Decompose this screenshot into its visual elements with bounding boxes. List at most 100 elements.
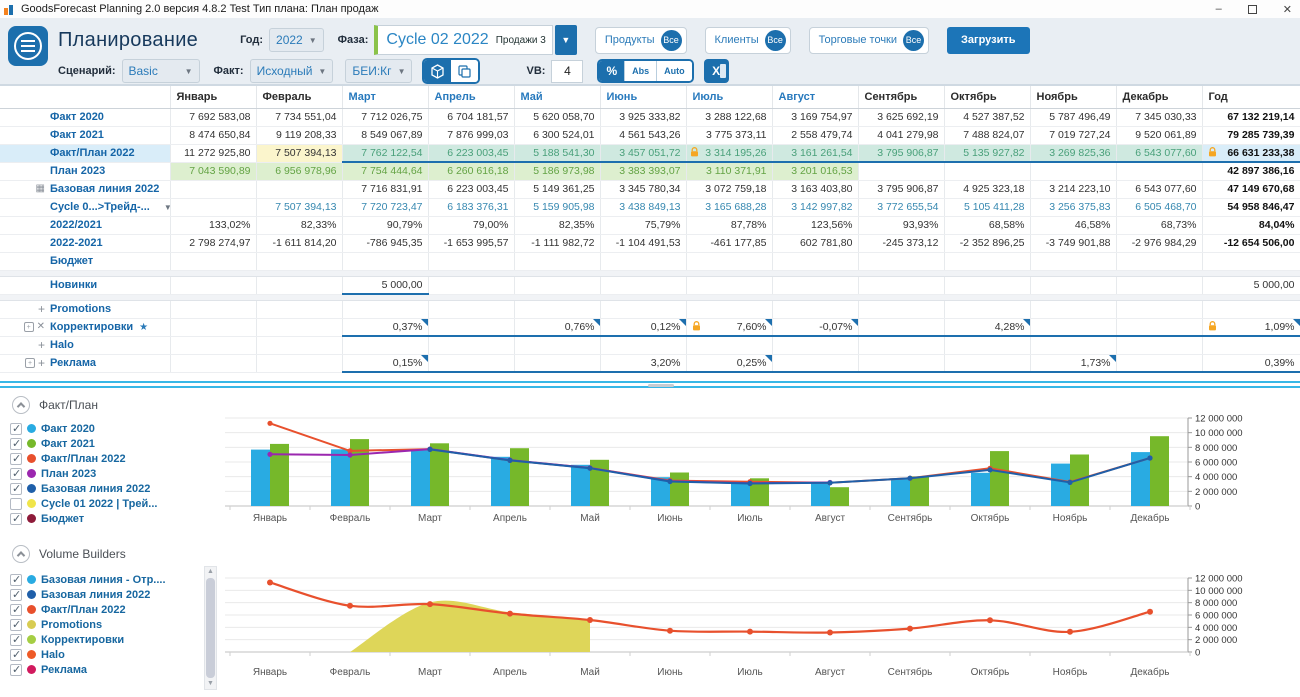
row-label-cell[interactable]: 2022/2021 bbox=[0, 216, 171, 235]
cell[interactable]: 6 183 376,31 bbox=[428, 198, 515, 217]
cell[interactable]: 3 169 754,97 bbox=[772, 108, 859, 127]
cell[interactable]: 7 043 590,89 bbox=[170, 162, 257, 181]
cell[interactable]: 4 561 543,26 bbox=[600, 126, 687, 145]
cell[interactable]: 3 256 375,83 bbox=[1030, 198, 1117, 217]
cell[interactable]: 6 956 978,96 bbox=[256, 162, 343, 181]
cell[interactable]: 4 527 387,52 bbox=[944, 108, 1031, 127]
horizontal-splitter[interactable] bbox=[0, 381, 1300, 388]
cell[interactable]: 5 135 927,82 bbox=[944, 144, 1031, 163]
checkbox[interactable] bbox=[10, 437, 22, 450]
legend-item[interactable]: Реклама bbox=[10, 662, 210, 677]
section-collapse-button[interactable] bbox=[12, 545, 30, 563]
legend-item[interactable]: Cycle 01 2022 | Трей... bbox=[10, 496, 210, 511]
cell[interactable] bbox=[1202, 336, 1300, 355]
cell[interactable] bbox=[858, 162, 945, 181]
cell[interactable]: 5 000,00 bbox=[1202, 276, 1300, 295]
cell[interactable] bbox=[1116, 252, 1203, 271]
cell[interactable] bbox=[600, 300, 687, 319]
cell[interactable] bbox=[944, 162, 1031, 181]
legend-item[interactable]: Базовая линия 2022 bbox=[10, 587, 210, 602]
cell[interactable]: 3 625 692,19 bbox=[858, 108, 945, 127]
cell[interactable]: 3 165 688,28 bbox=[686, 198, 773, 217]
cell[interactable] bbox=[428, 252, 515, 271]
cell[interactable]: 5 787 496,49 bbox=[1030, 108, 1117, 127]
cell[interactable]: -2 976 984,29 bbox=[1116, 234, 1203, 253]
cell[interactable] bbox=[1030, 252, 1117, 271]
cell[interactable] bbox=[256, 300, 343, 319]
cell[interactable]: 3 457 051,72 bbox=[600, 144, 687, 163]
cell[interactable] bbox=[772, 336, 859, 355]
cell[interactable]: 79 285 739,39 bbox=[1202, 126, 1300, 145]
cell[interactable]: 3 163 403,80 bbox=[772, 180, 859, 199]
cell[interactable]: 11 272 925,80 bbox=[170, 144, 257, 163]
cell[interactable]: 7 345 030,33 bbox=[1116, 108, 1203, 127]
cell[interactable]: 7 507 394,13 bbox=[256, 144, 343, 163]
cell[interactable]: 5 188 541,30 bbox=[514, 144, 601, 163]
cell[interactable]: -1 111 982,72 bbox=[514, 234, 601, 253]
cell[interactable]: 8 549 067,89 bbox=[342, 126, 429, 145]
cell[interactable]: 6 543 077,60 bbox=[1116, 144, 1203, 163]
cell[interactable] bbox=[1116, 336, 1203, 355]
cell[interactable]: 9 119 208,33 bbox=[256, 126, 343, 145]
cell[interactable]: -3 749 901,88 bbox=[1030, 234, 1117, 253]
cell[interactable] bbox=[514, 300, 601, 319]
row-label-cell[interactable]: + ✕ Корректировки ★ bbox=[0, 318, 171, 337]
open-icon[interactable]: + bbox=[24, 358, 35, 368]
cell[interactable]: 3 795 906,87 bbox=[858, 180, 945, 199]
cell[interactable] bbox=[1202, 300, 1300, 319]
cell[interactable]: 84,04% bbox=[1202, 216, 1300, 235]
cell[interactable] bbox=[428, 300, 515, 319]
checkbox[interactable] bbox=[10, 618, 22, 631]
cell[interactable]: 82,35% bbox=[514, 216, 601, 235]
cell[interactable]: 68,73% bbox=[1116, 216, 1203, 235]
cell[interactable]: 7 488 824,07 bbox=[944, 126, 1031, 145]
cell[interactable]: -786 945,35 bbox=[342, 234, 429, 253]
cell[interactable] bbox=[944, 300, 1031, 319]
phase-dropdown-button[interactable]: ▼ bbox=[554, 25, 577, 55]
row-label-cell[interactable]: Факт/План 2022 bbox=[0, 144, 171, 163]
cell[interactable] bbox=[256, 318, 343, 337]
cell[interactable] bbox=[858, 276, 945, 295]
cell[interactable] bbox=[256, 180, 343, 199]
cell[interactable]: 7 720 723,47 bbox=[342, 198, 429, 217]
chart-vertical-scrollbar[interactable]: ▲ ▼ bbox=[204, 566, 217, 690]
cell[interactable] bbox=[428, 318, 515, 337]
cell[interactable] bbox=[514, 354, 601, 373]
cell[interactable] bbox=[342, 336, 429, 355]
cell[interactable]: 66 631 233,38 bbox=[1202, 144, 1300, 163]
cell[interactable] bbox=[858, 252, 945, 271]
cell[interactable]: 7 876 999,03 bbox=[428, 126, 515, 145]
cell[interactable] bbox=[514, 252, 601, 271]
load-button[interactable]: Загрузить bbox=[947, 26, 1030, 54]
cell[interactable] bbox=[1116, 300, 1203, 319]
checkbox[interactable] bbox=[10, 648, 22, 661]
cell[interactable] bbox=[256, 336, 343, 355]
cell[interactable] bbox=[1202, 252, 1300, 271]
cell[interactable]: 3 214 223,10 bbox=[1030, 180, 1117, 199]
checkbox[interactable] bbox=[10, 452, 22, 465]
cell[interactable]: 1,73% bbox=[1030, 354, 1117, 373]
cell[interactable]: 3 775 373,11 bbox=[686, 126, 773, 145]
x-icon[interactable]: ✕ bbox=[36, 321, 45, 332]
scroll-up-icon[interactable]: ▲ bbox=[207, 568, 214, 575]
cell[interactable] bbox=[600, 252, 687, 271]
cell[interactable]: 0,76% bbox=[514, 318, 601, 337]
cell[interactable] bbox=[1030, 276, 1117, 295]
cell[interactable]: 5 186 973,98 bbox=[514, 162, 601, 181]
cell[interactable]: 42 897 386,16 bbox=[1202, 162, 1300, 181]
cell[interactable] bbox=[944, 252, 1031, 271]
row-label-cell[interactable]: + Halo bbox=[0, 336, 171, 355]
cell[interactable]: -461 177,85 bbox=[686, 234, 773, 253]
cell[interactable]: 79,00% bbox=[428, 216, 515, 235]
column-header[interactable]: Ноябрь bbox=[1030, 86, 1117, 109]
cell[interactable] bbox=[686, 336, 773, 355]
cell[interactable] bbox=[858, 354, 945, 373]
phase-display[interactable]: Cycle 02 2022 Продажи 3 bbox=[374, 25, 553, 55]
checkbox[interactable] bbox=[10, 467, 22, 480]
cell[interactable] bbox=[170, 318, 257, 337]
cell[interactable] bbox=[1116, 276, 1203, 295]
unit-select[interactable]: БЕИ:Кг ▼ bbox=[345, 59, 413, 83]
cell[interactable]: -245 373,12 bbox=[858, 234, 945, 253]
legend-item[interactable]: Факт 2021 bbox=[10, 436, 210, 451]
vb-input[interactable]: 4 bbox=[551, 59, 584, 83]
